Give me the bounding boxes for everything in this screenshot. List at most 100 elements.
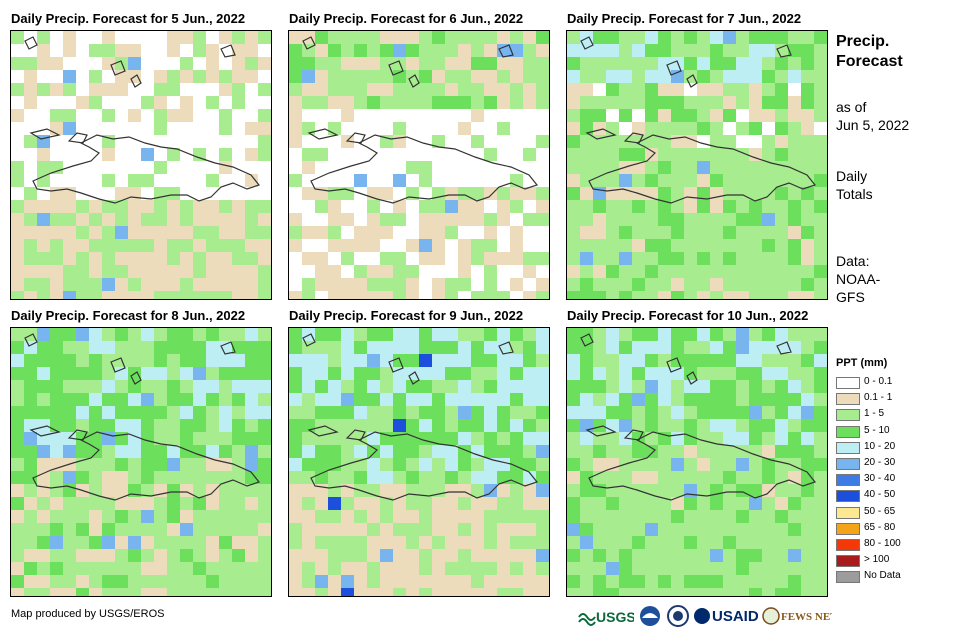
precip-cell	[419, 458, 432, 471]
precip-cell	[606, 57, 619, 70]
precip-cell	[289, 562, 302, 575]
precip-cell	[258, 497, 271, 510]
precip-cell	[762, 406, 775, 419]
precip-cell	[567, 31, 580, 44]
precip-cell	[697, 70, 710, 83]
precip-cell	[814, 109, 827, 122]
precip-cell	[658, 328, 671, 341]
precip-cell	[497, 523, 510, 536]
precip-cell	[102, 445, 115, 458]
precip-cell	[380, 31, 393, 44]
precip-cell	[232, 31, 245, 44]
precip-cell	[801, 562, 814, 575]
precip-cell	[11, 406, 24, 419]
precip-cell	[302, 393, 315, 406]
precip-cell	[258, 562, 271, 575]
precip-cell	[471, 291, 484, 299]
precip-cell	[710, 562, 723, 575]
precip-cell	[206, 523, 219, 536]
precip-cell	[167, 265, 180, 278]
precip-cell	[289, 200, 302, 213]
precip-cell	[63, 96, 76, 109]
precip-cell	[354, 252, 367, 265]
precip-cell	[445, 70, 458, 83]
precip-cell	[497, 226, 510, 239]
precip-cell	[380, 291, 393, 299]
precip-cell	[749, 148, 762, 161]
precip-cell	[206, 122, 219, 135]
precip-cell	[658, 200, 671, 213]
precip-cell	[406, 278, 419, 291]
precip-cell	[206, 213, 219, 226]
precip-cell	[484, 278, 497, 291]
precip-cell	[536, 213, 549, 226]
precip-cell	[671, 341, 684, 354]
precip-cell	[11, 367, 24, 380]
precip-cell	[814, 549, 827, 562]
precip-cell	[736, 226, 749, 239]
precip-cell	[302, 536, 315, 549]
precip-cell	[367, 200, 380, 213]
precip-cell	[536, 57, 549, 70]
precip-cell	[762, 419, 775, 432]
precip-cell	[567, 57, 580, 70]
precip-cell	[141, 549, 154, 562]
precip-cell	[619, 419, 632, 432]
precip-cell	[50, 187, 63, 200]
precip-cell	[788, 393, 801, 406]
precip-cell	[736, 471, 749, 484]
precip-cell	[484, 419, 497, 432]
precip-cell	[206, 239, 219, 252]
precip-cell	[658, 536, 671, 549]
precip-cell	[775, 109, 788, 122]
precip-cell	[258, 510, 271, 523]
precip-cell	[154, 161, 167, 174]
precip-cell	[180, 328, 193, 341]
precip-cell	[232, 432, 245, 445]
precip-cell	[380, 406, 393, 419]
precip-cell	[193, 341, 206, 354]
panel-title-jun7: Daily Precip. Forecast for 7 Jun., 2022	[567, 11, 802, 26]
precip-cell	[128, 200, 141, 213]
precip-cell	[63, 213, 76, 226]
precip-cell	[37, 148, 50, 161]
precip-cell	[458, 510, 471, 523]
precip-cell	[749, 135, 762, 148]
precip-cell	[536, 419, 549, 432]
precip-cell	[245, 380, 258, 393]
precip-cell	[406, 213, 419, 226]
precip-cell	[206, 471, 219, 484]
precip-cell	[24, 458, 37, 471]
precip-cell	[258, 161, 271, 174]
precip-cell	[762, 380, 775, 393]
precip-cell	[697, 354, 710, 367]
precip-cell	[497, 265, 510, 278]
precip-cell	[76, 341, 89, 354]
precip-cell	[671, 148, 684, 161]
precip-cell	[406, 575, 419, 588]
precip-cell	[180, 484, 193, 497]
precip-cell	[497, 187, 510, 200]
precip-cell	[458, 291, 471, 299]
precip-cell	[206, 44, 219, 57]
precip-cell	[102, 471, 115, 484]
precip-cell	[341, 44, 354, 57]
precip-cell	[458, 406, 471, 419]
precip-cell	[367, 83, 380, 96]
precip-cell	[50, 291, 63, 299]
precip-cell	[536, 588, 549, 596]
precip-cell	[232, 588, 245, 596]
precip-cell	[788, 445, 801, 458]
precip-cell	[593, 536, 606, 549]
precip-cell	[89, 458, 102, 471]
precip-cell	[302, 200, 315, 213]
precip-cell	[593, 291, 606, 299]
precip-cell	[354, 445, 367, 458]
precip-cell	[684, 523, 697, 536]
precip-cell	[245, 354, 258, 367]
precip-cell	[354, 239, 367, 252]
precip-cell	[710, 265, 723, 278]
precip-cell	[523, 536, 536, 549]
legend-label: 10 - 20	[864, 440, 896, 452]
precip-cell	[567, 252, 580, 265]
